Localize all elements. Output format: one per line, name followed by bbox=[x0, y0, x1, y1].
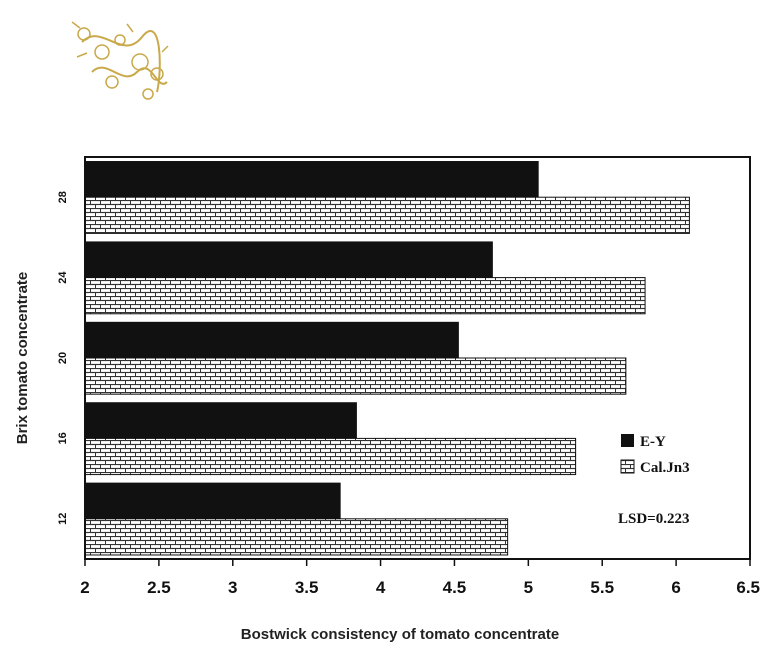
y-axis-title: Brix tomato concentrate bbox=[14, 272, 31, 445]
y-tick-label-20: 20 bbox=[57, 352, 69, 364]
plot-area bbox=[84, 156, 751, 560]
x-axis-title: Bostwick consistency of tomato concentra… bbox=[241, 626, 559, 643]
bar-cal-jn3-16 bbox=[84, 437, 577, 476]
bar-cal-jn3-12 bbox=[84, 518, 509, 556]
x-tick-label-3: 3 bbox=[228, 578, 237, 597]
bar-cal-jn3-28 bbox=[84, 196, 690, 234]
x-tick-label-6.5: 6.5 bbox=[736, 578, 760, 597]
bar-e-y-24 bbox=[85, 241, 493, 278]
bar-e-y-16 bbox=[85, 402, 357, 439]
bar-e-y-28 bbox=[85, 161, 539, 198]
lsd-annotation: LSD=0.223 bbox=[618, 511, 689, 527]
bar-e-y-12 bbox=[85, 482, 341, 519]
x-tick-label-3.5: 3.5 bbox=[295, 578, 319, 597]
legend-label-e-y: E-Y bbox=[640, 434, 666, 450]
bar-e-y-20 bbox=[85, 321, 459, 358]
legend: E-Y Cal.Jn3 bbox=[620, 434, 690, 476]
x-tick-label-5: 5 bbox=[524, 578, 533, 597]
bar-cal-jn3-24 bbox=[84, 277, 646, 315]
legend-swatch-cal-jn3 bbox=[620, 459, 635, 474]
x-tick-label-2: 2 bbox=[80, 578, 89, 597]
y-tick-label-16: 16 bbox=[57, 432, 69, 444]
x-tick-label-2.5: 2.5 bbox=[147, 578, 171, 597]
bar-cal-jn3-20 bbox=[84, 357, 627, 395]
floral-logo-icon bbox=[71, 21, 169, 100]
legend-label-cal-jn3: Cal.Jn3 bbox=[640, 460, 690, 476]
x-tick-label-5.5: 5.5 bbox=[590, 578, 614, 597]
x-tick-label-6: 6 bbox=[671, 578, 680, 597]
x-tick-label-4.5: 4.5 bbox=[443, 578, 467, 597]
y-tick-label-24: 24 bbox=[57, 271, 69, 284]
y-tick-label-12: 12 bbox=[57, 513, 69, 525]
x-tick-label-4: 4 bbox=[376, 578, 386, 597]
legend-swatch-e-y bbox=[621, 434, 634, 447]
y-tick-label-28: 28 bbox=[57, 191, 69, 203]
